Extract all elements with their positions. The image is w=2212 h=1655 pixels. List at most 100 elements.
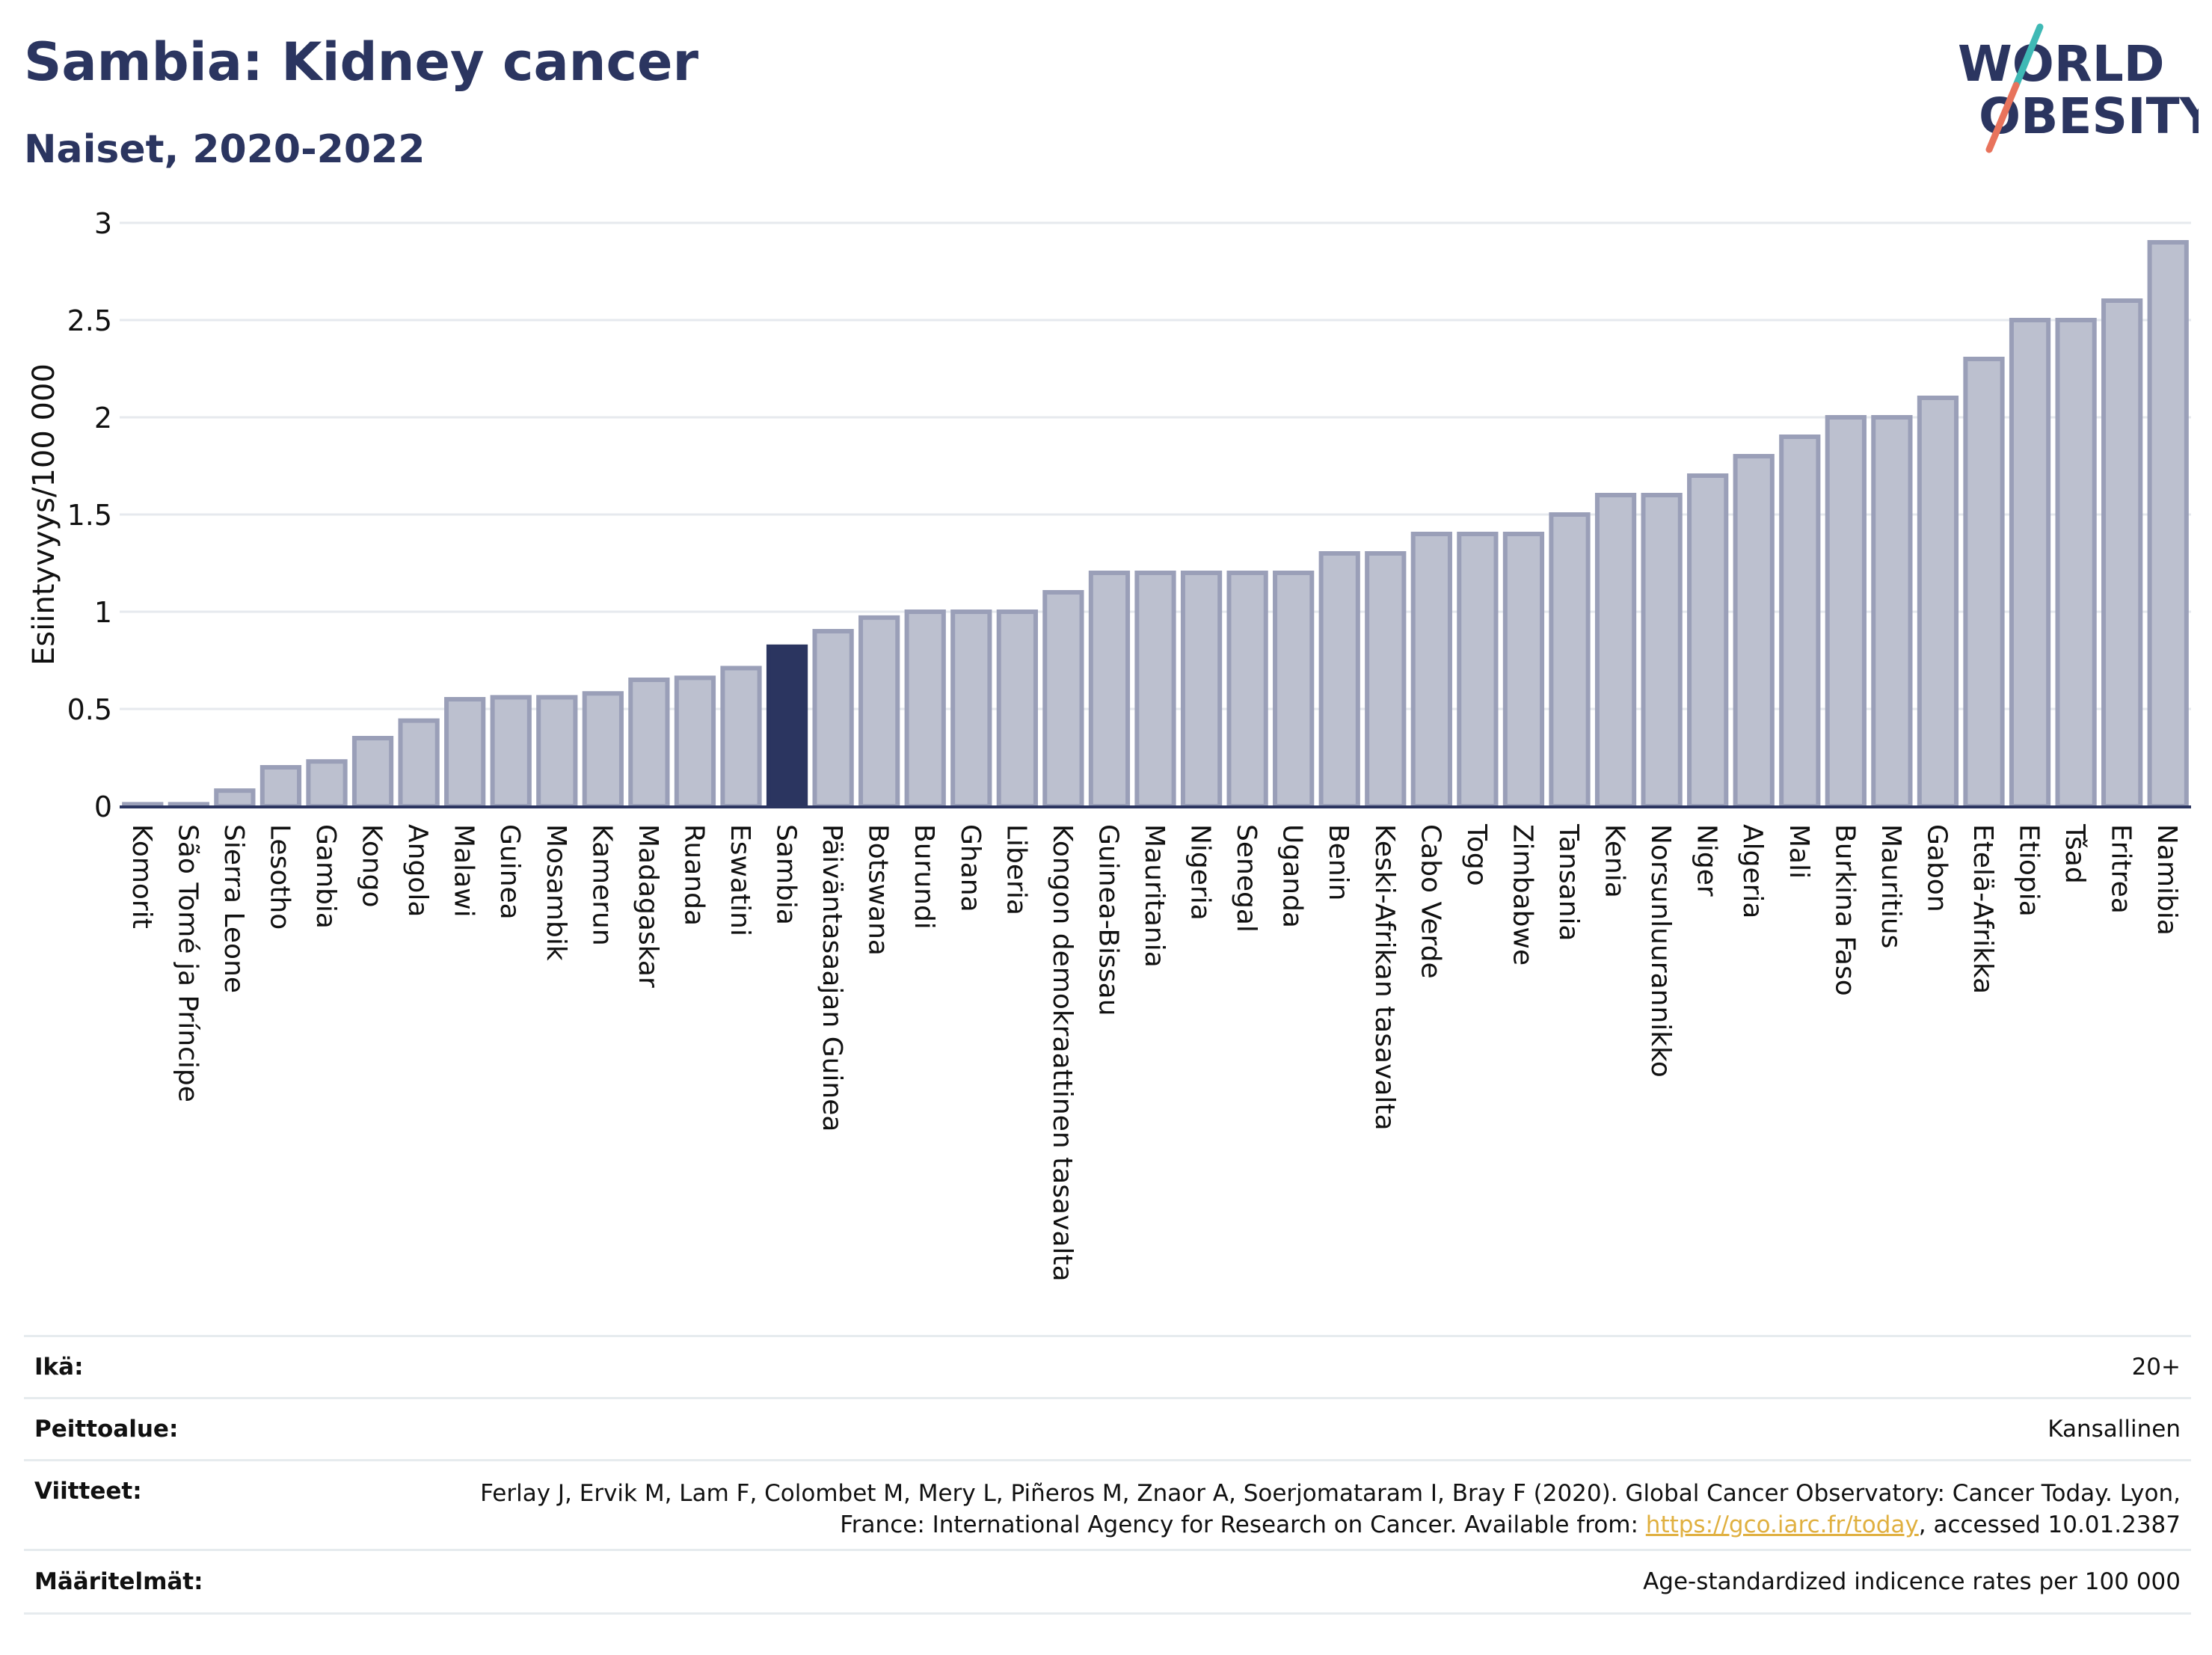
x-tick-label: Gambia xyxy=(310,824,341,929)
x-tick-label: Komorit xyxy=(126,824,157,929)
bar-kamerun xyxy=(582,691,624,809)
y-tick-label: 2.5 xyxy=(67,304,112,337)
x-tick-label: Burundi xyxy=(909,824,939,930)
bar-etelä-afrikka xyxy=(1963,357,2005,808)
x-tick-label: Malawi xyxy=(449,824,479,918)
bar-eswatini xyxy=(720,666,762,809)
bar-päiväntasaajan-guinea xyxy=(812,629,854,808)
x-tick-label: Uganda xyxy=(1277,824,1308,928)
bar-burundi xyxy=(904,610,946,808)
y-axis-label: Esiintyvyys/100 000 xyxy=(27,363,61,666)
references-accessed: , accessed 10.01.2387 xyxy=(1918,1511,2181,1538)
x-tick-label: Sambia xyxy=(771,824,802,925)
x-tick-label: Gabon xyxy=(1921,824,1952,912)
bar-kongon-demokraattinen-tasavalta xyxy=(1042,590,1084,808)
bar-guinea-bissau xyxy=(1088,571,1131,808)
coverage-label: Peittoalue: xyxy=(34,1416,179,1443)
x-tick-label: Namibia xyxy=(2151,824,2182,936)
bar-ghana xyxy=(950,610,992,808)
x-tick-label: Nigeria xyxy=(1185,824,1216,921)
references-label: Viitteet: xyxy=(34,1478,142,1505)
bar-kongo xyxy=(351,736,394,808)
x-tick-label: Botswana xyxy=(863,824,894,956)
footer-row-coverage: Peittoalue: Kansallinen xyxy=(24,1397,2191,1459)
x-tick-labels: Komorit São Tomé ja Príncipe Sierra Leone L… xyxy=(126,823,2182,1282)
y-tick-label: 1 xyxy=(94,596,112,629)
footer-row-references: Viitteet: Ferlay J, Ervik M, Lam F, Colo… xyxy=(24,1459,2191,1549)
x-tick-label: São Tomé ja Príncipe xyxy=(172,824,203,1102)
bar-liberia xyxy=(996,610,1038,808)
x-tick-label: Togo xyxy=(1461,823,1492,886)
x-tick-label: Kongo xyxy=(357,824,387,908)
bar-norsunluurannikko xyxy=(1641,493,1683,808)
age-value: 20+ xyxy=(2131,1354,2181,1381)
bar-mauritius xyxy=(1871,415,1913,808)
bar-botswana xyxy=(858,615,900,808)
x-tick-label: Ghana xyxy=(955,824,986,912)
x-tick-label: Lesotho xyxy=(264,824,295,930)
x-tick-label: Mosambik xyxy=(541,824,571,961)
x-tick-label: Etiopia xyxy=(2014,824,2044,917)
x-tick-label: Liberia xyxy=(1001,824,1031,915)
logo-text-world: WORLD xyxy=(1958,35,2165,93)
references-value: Ferlay J, Ervik M, Lam F, Colombet M, Me… xyxy=(401,1478,2191,1541)
bar-sambia xyxy=(766,644,808,808)
x-tick-label: Tšad xyxy=(2059,823,2090,884)
x-tick-label: Keski-Afrikan tasavalta xyxy=(1369,824,1400,1131)
x-tick-label: Algeria xyxy=(1737,824,1768,919)
x-tick-label: Mauritius xyxy=(1875,824,1906,948)
bar-uganda xyxy=(1273,571,1315,808)
y-tick-label: 0 xyxy=(94,790,112,823)
bar-algeria xyxy=(1733,454,1775,808)
y-tick-label: 3 xyxy=(94,207,112,240)
x-tick-label: Guinea-Bissau xyxy=(1093,824,1123,1016)
x-tick-label: Angola xyxy=(402,824,433,917)
x-tick-label: Sierra Leone xyxy=(218,824,249,993)
x-tick-label: Kamerun xyxy=(586,824,617,946)
x-tick-label: Mauritania xyxy=(1139,824,1170,968)
x-tick-label: Madagaskar xyxy=(633,824,663,988)
bar-nigeria xyxy=(1180,571,1223,808)
age-label: Ikä: xyxy=(34,1354,84,1381)
x-tick-label: Kenia xyxy=(1600,824,1630,898)
bar-ruanda xyxy=(674,675,716,809)
bar-madagaskar xyxy=(628,678,670,808)
x-tick-label: Eswatini xyxy=(725,824,755,936)
bar-angola xyxy=(398,718,440,808)
bar-sierra-leone xyxy=(214,788,256,808)
chart-subtitle: Naiset, 2020-2022 xyxy=(24,127,425,172)
logo-text-obesity: OBESITY xyxy=(1979,87,2199,145)
references-link[interactable]: https://gco.iarc.fr/today xyxy=(1645,1511,1919,1538)
y-tick-label: 2 xyxy=(94,402,112,435)
bar-niger xyxy=(1687,473,1729,808)
x-tick-label: Norsunluurannikko xyxy=(1645,824,1676,1078)
x-tick-label: Kongon demokraattinen tasavalta xyxy=(1047,824,1078,1282)
x-tick-label: Niger xyxy=(1692,824,1722,897)
bar-mauritania xyxy=(1134,571,1176,808)
bar-mosambik xyxy=(536,695,578,809)
bar-togo xyxy=(1457,532,1499,808)
x-tick-label: Guinea xyxy=(494,824,525,920)
bar-namibia xyxy=(2147,240,2189,808)
bar-cabo-verde xyxy=(1410,532,1452,808)
x-tick-label: Burkina Faso xyxy=(1829,824,1860,996)
footer-row-age: Ikä: 20+ xyxy=(24,1335,2191,1397)
y-tick-label: 0.5 xyxy=(67,693,112,726)
bar-malawi xyxy=(444,697,486,808)
bar-etiopia xyxy=(2009,318,2051,808)
x-tick-label: Mali xyxy=(1784,824,1814,879)
coverage-value: Kansallinen xyxy=(2047,1416,2181,1443)
x-tick-label: Cabo Verde xyxy=(1415,824,1446,979)
bar-benin xyxy=(1318,551,1360,808)
bar-zimbabwe xyxy=(1502,532,1545,808)
bar-mali xyxy=(1779,435,1821,808)
x-tick-label: Senegal xyxy=(1231,824,1262,933)
y-tick-label: 1.5 xyxy=(67,499,112,532)
definitions-label: Määritelmät: xyxy=(34,1568,203,1595)
bar-burkina-faso xyxy=(1825,415,1867,808)
y-tick-labels: 0 0.5 1 1.5 2 2.5 3 xyxy=(67,207,112,823)
chart-title: Sambia: Kidney cancer xyxy=(24,31,699,93)
x-tick-label: Päiväntasaajan Guinea xyxy=(817,824,847,1132)
bar-lesotho xyxy=(259,765,302,808)
references-text: Ferlay J, Ervik M, Lam F, Colombet M, Me… xyxy=(480,1480,2181,1538)
